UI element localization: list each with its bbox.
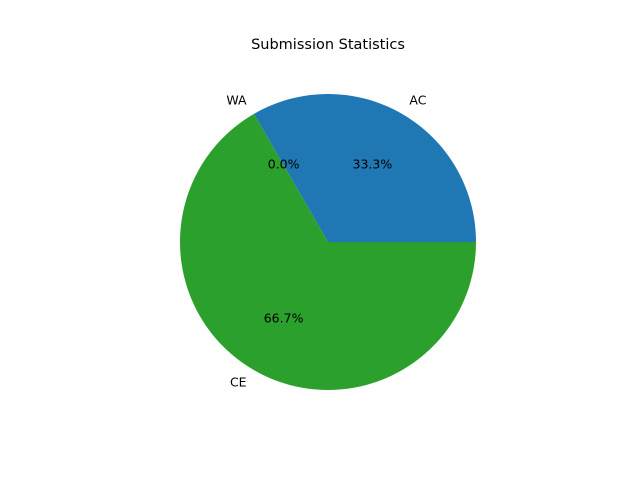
pie-slice-ac xyxy=(254,93,476,242)
pie-slice-ce xyxy=(180,113,476,390)
pie-labels: AC 33.3% WA 0.0% CE 66.7% xyxy=(226,93,426,390)
percent-label-wa: 0.0% xyxy=(268,157,300,172)
category-label-ce: CE xyxy=(230,374,247,389)
pie-slices xyxy=(180,93,476,390)
percent-label-ce: 66.7% xyxy=(264,310,304,325)
percent-label-ac: 33.3% xyxy=(353,157,393,172)
category-label-ac: AC xyxy=(409,93,426,108)
chart-title: Submission Statistics xyxy=(251,37,405,53)
category-label-wa: WA xyxy=(226,93,247,108)
